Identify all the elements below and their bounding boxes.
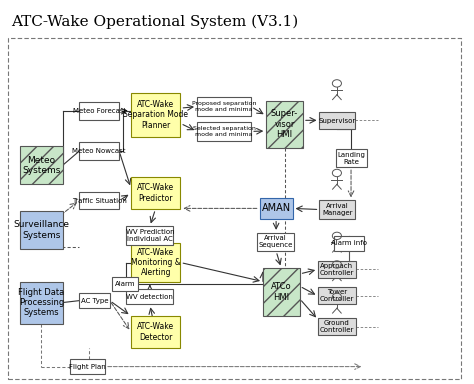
FancyBboxPatch shape <box>257 233 294 251</box>
Text: Flight Data
Processing
Systems: Flight Data Processing Systems <box>18 288 64 318</box>
Text: Selected separation
mode and minima: Selected separation mode and minima <box>192 126 255 137</box>
Text: Alarm info: Alarm info <box>331 240 367 247</box>
FancyBboxPatch shape <box>266 101 303 148</box>
FancyBboxPatch shape <box>126 226 173 245</box>
Text: Surveillance
Systems: Surveillance Systems <box>13 220 70 240</box>
Text: ATC-Wake Operational System (V3.1): ATC-Wake Operational System (V3.1) <box>11 15 298 29</box>
Text: Super-
visor
HMI: Super- visor HMI <box>271 109 298 139</box>
FancyBboxPatch shape <box>20 211 63 249</box>
FancyBboxPatch shape <box>260 198 292 218</box>
FancyBboxPatch shape <box>131 316 181 348</box>
Text: Meteo Nowcast: Meteo Nowcast <box>73 148 126 154</box>
Text: AC Type: AC Type <box>81 298 108 304</box>
Text: Arrival
Manager: Arrival Manager <box>322 203 352 216</box>
Text: ATCo
HMI: ATCo HMI <box>271 282 292 302</box>
Text: ATC-Wake
Monitoring &
Alerting: ATC-Wake Monitoring & Alerting <box>131 248 181 277</box>
FancyBboxPatch shape <box>334 236 364 251</box>
FancyBboxPatch shape <box>319 200 355 218</box>
Text: Meteo
Systems: Meteo Systems <box>22 156 61 175</box>
FancyBboxPatch shape <box>20 281 63 324</box>
FancyBboxPatch shape <box>79 142 119 160</box>
Text: AMAN: AMAN <box>262 203 291 213</box>
Text: Approach
Controller: Approach Controller <box>319 263 354 276</box>
Text: Arrival
Sequence: Arrival Sequence <box>258 235 293 248</box>
FancyBboxPatch shape <box>112 277 138 291</box>
FancyBboxPatch shape <box>197 98 251 116</box>
Text: WV Prediction
Individual AC: WV Prediction Individual AC <box>126 229 174 242</box>
Text: WV detection: WV detection <box>127 294 173 300</box>
Text: Supervisor: Supervisor <box>319 118 356 124</box>
FancyBboxPatch shape <box>336 149 366 167</box>
FancyBboxPatch shape <box>79 293 110 308</box>
Text: Proposed separation
mode and minima: Proposed separation mode and minima <box>192 101 256 112</box>
FancyBboxPatch shape <box>70 359 105 374</box>
Text: Ground
Controller: Ground Controller <box>319 320 354 333</box>
Text: Meteo Forecast: Meteo Forecast <box>73 108 126 114</box>
Text: Landing
Rate: Landing Rate <box>337 152 365 165</box>
Text: ATC-Wake
Detector: ATC-Wake Detector <box>137 323 174 342</box>
FancyBboxPatch shape <box>79 192 119 209</box>
FancyBboxPatch shape <box>319 112 355 129</box>
Text: Tower
Controller: Tower Controller <box>319 290 354 302</box>
Text: Alarm: Alarm <box>115 281 136 287</box>
FancyBboxPatch shape <box>131 93 181 137</box>
Text: Traffic Situation: Traffic Situation <box>72 198 127 204</box>
FancyBboxPatch shape <box>318 318 356 335</box>
FancyBboxPatch shape <box>126 289 173 305</box>
FancyBboxPatch shape <box>79 103 119 119</box>
FancyBboxPatch shape <box>131 177 181 209</box>
FancyBboxPatch shape <box>131 243 181 281</box>
FancyBboxPatch shape <box>263 268 300 316</box>
FancyBboxPatch shape <box>318 261 356 278</box>
Text: ATC-Wake
Predictor: ATC-Wake Predictor <box>137 183 174 203</box>
Text: ATC-Wake
Separation Mode
Planner: ATC-Wake Separation Mode Planner <box>123 100 188 130</box>
FancyBboxPatch shape <box>20 146 63 184</box>
FancyBboxPatch shape <box>197 122 251 141</box>
FancyBboxPatch shape <box>318 287 356 305</box>
Text: Flight Plan: Flight Plan <box>69 364 106 369</box>
